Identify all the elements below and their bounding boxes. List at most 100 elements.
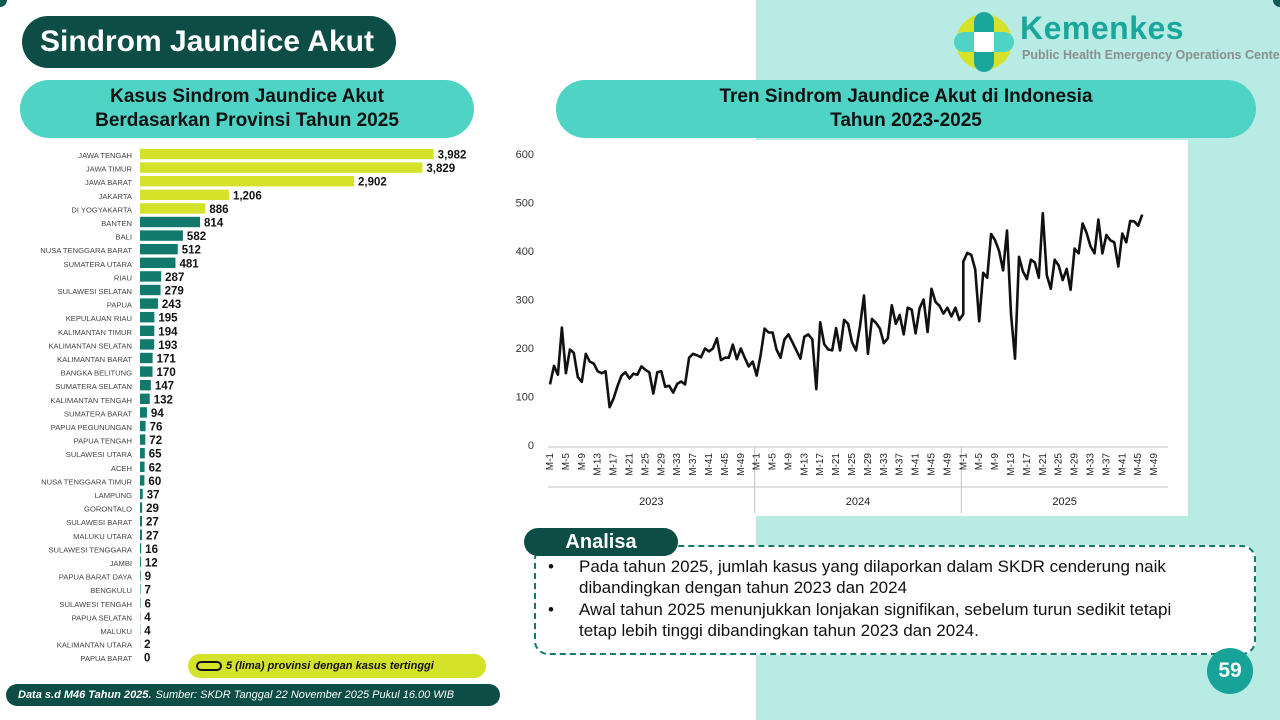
analysis-item-line2: tetap lebih tinggi dibandingkan tahun 20… bbox=[579, 621, 979, 640]
x-tick-label: M-5 bbox=[768, 453, 779, 471]
bar-value-label: 481 bbox=[179, 258, 199, 270]
logo-name: Kemenkes bbox=[1020, 10, 1185, 46]
x-tick-label: M-13 bbox=[593, 453, 604, 476]
x-tick-label: M-33 bbox=[672, 453, 683, 476]
x-tick-label: M-29 bbox=[1070, 453, 1081, 476]
bar-category-label: BANGKA BELITUNG bbox=[61, 369, 132, 378]
bar bbox=[140, 502, 143, 513]
bar-value-label: 886 bbox=[209, 204, 228, 216]
bar-value-label: 2,902 bbox=[358, 177, 387, 189]
bar-category-label: SULAWESI BARAT bbox=[66, 518, 132, 527]
bar-category-label: RIAU bbox=[114, 273, 132, 282]
bar-value-label: 287 bbox=[165, 272, 184, 284]
x-tick-label: M-45 bbox=[1133, 453, 1144, 476]
x-tick-label: M-37 bbox=[688, 453, 699, 476]
x-tick-label: M-21 bbox=[624, 453, 635, 476]
corner-dot-right bbox=[1273, 0, 1280, 7]
bar bbox=[140, 420, 146, 432]
bar bbox=[140, 407, 147, 418]
year-label: 2024 bbox=[846, 496, 870, 508]
y-tick-label: 500 bbox=[516, 198, 534, 210]
bar-category-label: PAPUA BARAT bbox=[80, 654, 132, 663]
bar bbox=[140, 216, 201, 228]
bar bbox=[140, 434, 146, 445]
analysis-box bbox=[534, 545, 1256, 655]
bar bbox=[140, 380, 151, 391]
source-note: Data s.d M46 Tahun 2025. Sumber: SKDR Ta… bbox=[6, 684, 500, 706]
bar-value-label: 3,982 bbox=[438, 150, 467, 162]
x-tick-label: M-9 bbox=[783, 453, 794, 471]
bar bbox=[140, 339, 155, 350]
bar-value-label: 193 bbox=[158, 340, 177, 352]
bar-category-label: NUSA TENGGARA TIMUR bbox=[41, 477, 132, 486]
bar bbox=[140, 488, 143, 500]
bar-value-label: 76 bbox=[150, 422, 163, 434]
bar-category-label: BALI bbox=[116, 233, 132, 242]
y-tick-label: 100 bbox=[516, 392, 534, 404]
page-title: Sindrom Jaundice Akut bbox=[22, 16, 396, 68]
kemenkes-logo-icon bbox=[954, 12, 1014, 72]
source-text: Sumber: SKDR Tanggal 22 November 2025 Pu… bbox=[155, 689, 455, 701]
bar bbox=[140, 257, 176, 268]
x-tick-label: M-5 bbox=[561, 453, 572, 471]
bar-chart-title: Kasus Sindrom Jaundice Akut Berdasarkan … bbox=[20, 80, 474, 138]
bar-value-label: 60 bbox=[148, 476, 161, 488]
x-tick-label: M-29 bbox=[656, 453, 667, 476]
bar bbox=[140, 352, 153, 364]
bar-category-label: SUMATERA UTARA bbox=[64, 260, 133, 269]
bar-value-label: 4 bbox=[144, 612, 151, 624]
analysis-item: • Pada tahun 2025, jumlah kasus yang dil… bbox=[548, 556, 1248, 598]
bar-value-label: 72 bbox=[149, 435, 162, 447]
trend-line-chart: 0 100 200 300 400 500 600 M-1 M-5 M-9 M-13 M-17 M-21… bbox=[516, 149, 1168, 513]
y-tick-label: 400 bbox=[516, 246, 534, 258]
bar-category-label: JAWA BARAT bbox=[85, 178, 132, 187]
bar-value-label: 27 bbox=[146, 517, 159, 529]
x-tick-label: M-21 bbox=[1038, 453, 1049, 476]
bar bbox=[140, 516, 142, 527]
bar bbox=[140, 325, 155, 336]
bar-category-label: SULAWESI TENGGARA bbox=[48, 545, 132, 554]
bar-category-label: JAWA TENGAH bbox=[78, 151, 132, 160]
bar-value-label: 243 bbox=[162, 299, 181, 311]
x-tick-label: M-1 bbox=[545, 453, 556, 471]
x-tick-label: M-9 bbox=[577, 453, 588, 471]
bar-category-label: JAMBI bbox=[110, 559, 132, 568]
bar bbox=[140, 461, 145, 472]
bar-category-label: KALIMANTAN BARAT bbox=[57, 355, 132, 364]
province-bar-chart: JAWA TENGAH 3,982 JAWA TIMUR 3,829 JAWA BARA… bbox=[40, 148, 467, 665]
line-chart-title: Tren Sindrom Jaundice Akut di Indonesia … bbox=[556, 80, 1256, 138]
bullet-icon: • bbox=[548, 557, 554, 576]
analysis-item-line2: dibandingkan dengan tahun 2023 dan 2024 bbox=[579, 578, 908, 597]
bar bbox=[140, 162, 423, 173]
bar-category-label: SULAWESI SELATAN bbox=[57, 287, 132, 296]
bar-category-label: BENGKULU bbox=[90, 586, 132, 595]
kemenkes-logo: Kemenkes Public Health Emergency Operati… bbox=[952, 10, 1280, 74]
bar-value-label: 94 bbox=[151, 408, 164, 420]
bar bbox=[140, 448, 145, 459]
x-tick-label: M-17 bbox=[1022, 453, 1033, 476]
x-tick-label: M-9 bbox=[990, 453, 1001, 471]
x-tick-label: M-5 bbox=[974, 453, 985, 471]
bar bbox=[140, 543, 142, 554]
analysis-item: • Awal tahun 2025 menunjukkan lonjakan s… bbox=[548, 599, 1248, 641]
year-label: 2023 bbox=[639, 496, 663, 508]
bar-category-label: MALUKU bbox=[100, 627, 132, 636]
line-chart-title-line2: Tahun 2023-2025 bbox=[830, 110, 982, 131]
bar-category-label: PAPUA PEGUNUNGAN bbox=[51, 423, 132, 432]
bar-category-label: PAPUA TENGAH bbox=[74, 437, 132, 446]
x-tick-label: M-33 bbox=[879, 453, 890, 476]
bar-value-label: 9 bbox=[145, 571, 151, 583]
bar bbox=[140, 203, 206, 214]
bar-value-label: 0 bbox=[144, 653, 150, 665]
bar-category-label: SUMATERA BARAT bbox=[64, 409, 132, 418]
bar-value-label: 195 bbox=[158, 313, 178, 325]
x-tick-label: M-17 bbox=[815, 453, 826, 476]
x-tick-label: M-49 bbox=[1149, 453, 1160, 476]
bar-category-label: SULAWESI TENGAH bbox=[59, 600, 132, 609]
bar bbox=[140, 556, 141, 568]
bar-chart-title-line1: Kasus Sindrom Jaundice Akut bbox=[110, 86, 384, 107]
bar-value-label: 814 bbox=[204, 218, 224, 230]
y-tick-label: 600 bbox=[516, 149, 534, 161]
bar-value-label: 27 bbox=[146, 530, 159, 542]
bar-category-label: PAPUA bbox=[107, 301, 133, 310]
